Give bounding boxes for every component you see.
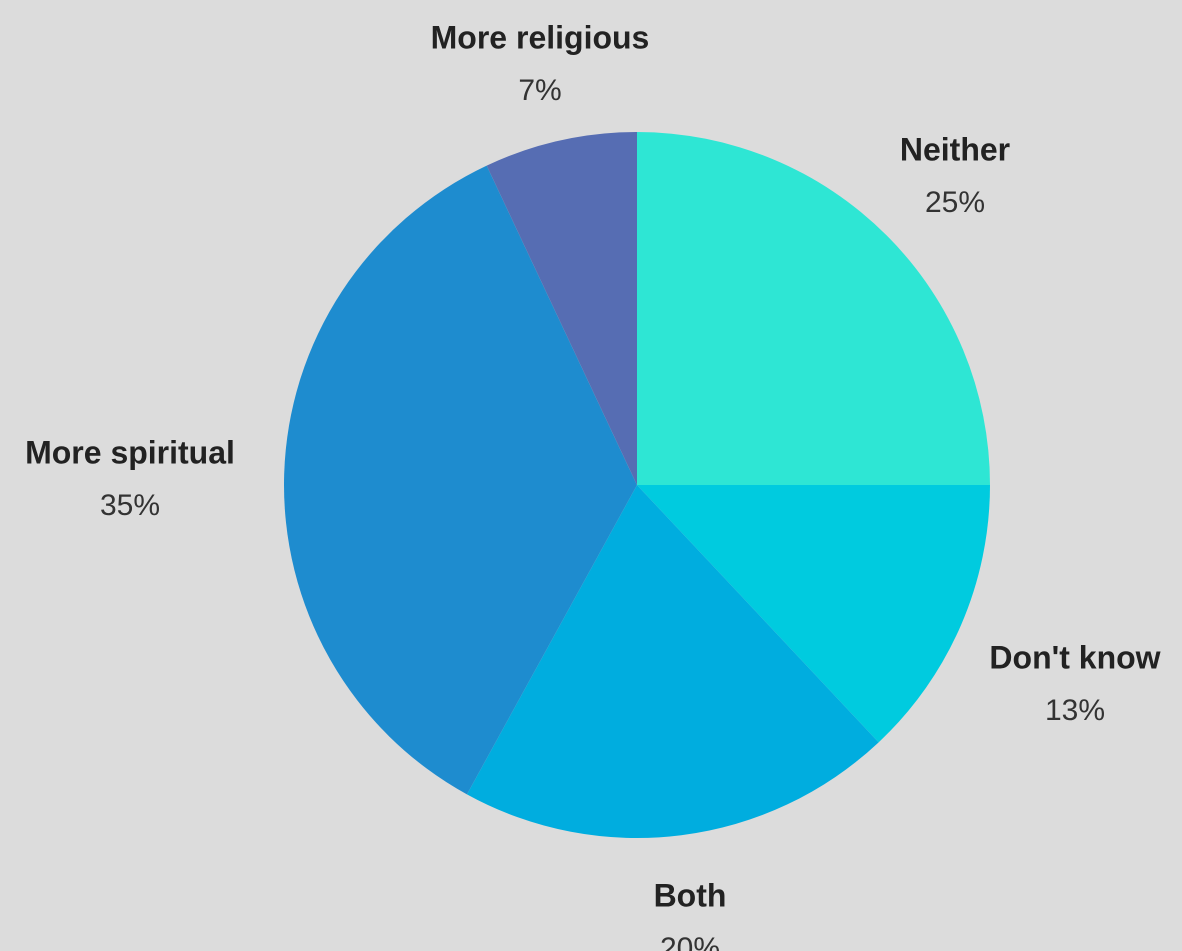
slice-value-don-t-know: 13% bbox=[1045, 694, 1105, 727]
pie-slice-don-t-know bbox=[637, 485, 990, 743]
pie-slice-both bbox=[466, 485, 879, 839]
pie-slice-more-religious bbox=[486, 132, 637, 485]
slice-value-both: 20% bbox=[660, 932, 720, 951]
slice-label-neither: Neither bbox=[900, 131, 1010, 167]
slice-label-more-spiritual: More spiritual bbox=[25, 434, 235, 470]
pie-slice-more-spiritual bbox=[283, 165, 637, 795]
slice-label-both: Both bbox=[654, 877, 727, 913]
pie-labels: Neither 25% Don't know 13% Both 20% More spiri… bbox=[25, 19, 1161, 951]
slice-value-more-spiritual: 35% bbox=[100, 489, 160, 522]
pie-slice-neither bbox=[637, 132, 990, 485]
pie-slices bbox=[283, 132, 990, 839]
slice-value-neither: 25% bbox=[925, 186, 985, 219]
slice-label-don-t-know: Don't know bbox=[989, 639, 1160, 675]
slice-value-more-religious: 7% bbox=[518, 74, 561, 107]
slice-label-more-religious: More religious bbox=[431, 19, 650, 55]
